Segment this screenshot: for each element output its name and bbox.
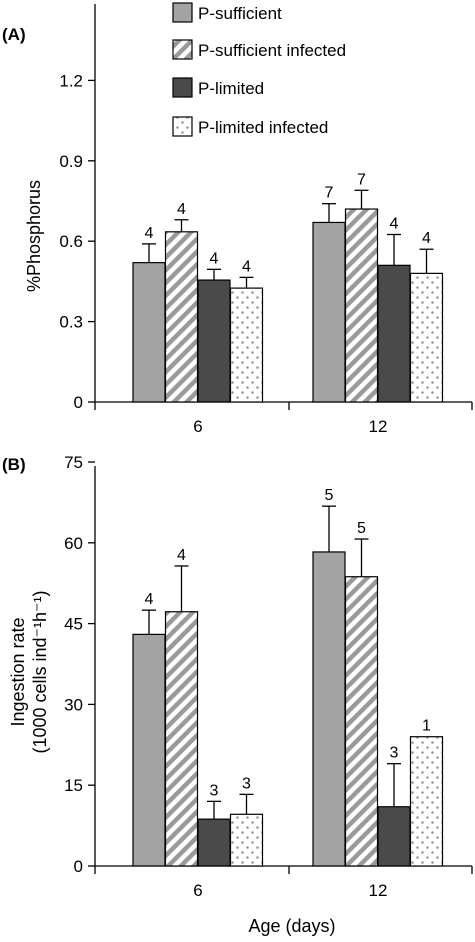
panel-b-n-label: 5 (357, 520, 366, 537)
legend-label-p-limited-infected: P-limited infected (198, 118, 328, 137)
panel-a-y-tick-label: 0 (74, 393, 83, 412)
legend-label-p-sufficient-infected: P-sufficient infected (198, 41, 346, 60)
panel-b-y-tick-label: 45 (64, 615, 83, 634)
panel-b-bar-p-limited-infected-day-12 (409, 736, 444, 867)
panel-b-plot: 0 15 30 45 60 75 4 4 3 3 6 5 5 3 1 12 (64, 453, 473, 900)
panel-a-n-label: 4 (210, 250, 219, 267)
legend-swatch-p-sufficient-infected (172, 39, 193, 60)
panel-a-bar-p-sufficient-day-6 (132, 262, 166, 403)
panel-a-n-label: 4 (242, 258, 251, 275)
panel-a-plot: 0 0.3 0.6 0.9 1.2 4 4 4 4 6 7 7 4 4 12 (59, 4, 473, 436)
panel-a-y-tick-label: 0.3 (59, 313, 83, 332)
panel-a-n-label: 4 (177, 201, 186, 218)
panel-b-y-tick-label: 15 (64, 776, 83, 795)
panel-a-y-tick-label: 0.9 (59, 152, 83, 171)
legend-swatch-p-limited (172, 77, 193, 98)
legend-swatch-p-sufficient (172, 2, 193, 23)
y-axis-title-a: %Phosphorus (24, 180, 44, 292)
y-axis-title-b-line1: Ingestion rate (8, 617, 28, 726)
panel-a-n-label: 7 (325, 185, 334, 202)
legend-label-p-limited: P-limited (198, 79, 264, 98)
panel-a-bar-p-sufficient-day-12 (312, 221, 346, 403)
panel-a-bar-p-limited-day-12 (377, 264, 411, 403)
panel-b-y-tick-label: 30 (64, 695, 83, 714)
panel-b-n-label: 3 (210, 782, 219, 799)
panel-b-n-label: 3 (242, 775, 251, 792)
panel-a-n-label: 7 (357, 171, 366, 188)
panel-a-bar-p-limited-infected-day-12 (409, 272, 444, 403)
panel-a-n-label: 4 (390, 216, 399, 233)
panel-b-n-label: 3 (390, 745, 399, 762)
y-axis-title-b-line2: (1000 cells ind⁻¹h⁻¹) (30, 590, 50, 753)
panel-a-n-label: 4 (422, 230, 431, 247)
panel-b-y-tick-label: 75 (64, 453, 83, 472)
panel-b-bar-p-sufficient-day-12 (312, 551, 346, 867)
panel-b-bar-p-sufficient-infected-day-12 (344, 576, 379, 867)
panel-label-a: (A) (2, 25, 26, 44)
panel-b-bar-p-sufficient-day-6 (132, 633, 166, 867)
panel-b-x-tick-label: 6 (193, 881, 202, 900)
panel-a-y-tick-label: 0.6 (59, 232, 83, 251)
panel-a-bar-p-sufficient-infected-day-12 (344, 208, 379, 403)
panel-a-x-tick-label: 12 (369, 417, 388, 436)
panel-a-bar-p-limited-infected-day-6 (229, 287, 264, 403)
legend-swatch-p-limited-infected (172, 116, 193, 137)
panel-b-x-tick-label: 12 (369, 881, 388, 900)
panel-b-y-tick-label: 0 (74, 857, 83, 876)
panel-a-y-tick-label: 1.2 (59, 71, 83, 90)
legend-label-p-sufficient: P-sufficient (198, 4, 282, 23)
panel-a-bar-p-sufficient-infected-day-6 (164, 231, 199, 403)
panel-b-bar-p-limited-day-6 (197, 818, 231, 867)
x-axis-title: Age (days) (248, 916, 335, 936)
panel-a-x-tick-label: 6 (193, 417, 202, 436)
panel-b-bar-p-limited-infected-day-6 (229, 813, 264, 867)
panel-b-bar-p-sufficient-infected-day-6 (164, 611, 199, 867)
panel-a-n-label: 4 (145, 225, 154, 242)
panel-b-n-label: 5 (325, 487, 334, 504)
panel-label-b: (B) (2, 455, 26, 474)
panel-b-n-label: 1 (422, 718, 431, 735)
panel-b-n-label: 4 (177, 547, 186, 564)
panel-b-bar-p-limited-day-12 (377, 806, 411, 867)
panel-b-n-label: 4 (145, 591, 154, 608)
panel-a-bar-p-limited-day-6 (197, 279, 231, 403)
panel-b-y-tick-label: 60 (64, 534, 83, 553)
legend: P-sufficient P-sufficient infected P-lim… (172, 2, 346, 137)
